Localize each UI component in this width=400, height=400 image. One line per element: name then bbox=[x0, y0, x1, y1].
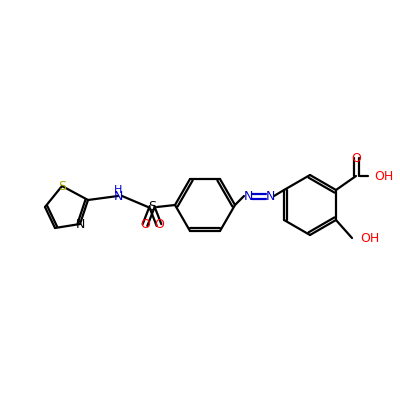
Text: OH: OH bbox=[374, 170, 393, 182]
Text: S: S bbox=[58, 180, 66, 192]
Text: O: O bbox=[351, 152, 361, 164]
Text: H: H bbox=[114, 185, 122, 195]
Text: S: S bbox=[148, 200, 156, 214]
Text: N: N bbox=[113, 190, 123, 202]
Text: OH: OH bbox=[360, 232, 379, 244]
Text: N: N bbox=[243, 190, 253, 202]
Text: O: O bbox=[154, 218, 164, 232]
Text: N: N bbox=[265, 190, 275, 202]
Text: O: O bbox=[140, 218, 150, 232]
Text: N: N bbox=[75, 218, 85, 230]
